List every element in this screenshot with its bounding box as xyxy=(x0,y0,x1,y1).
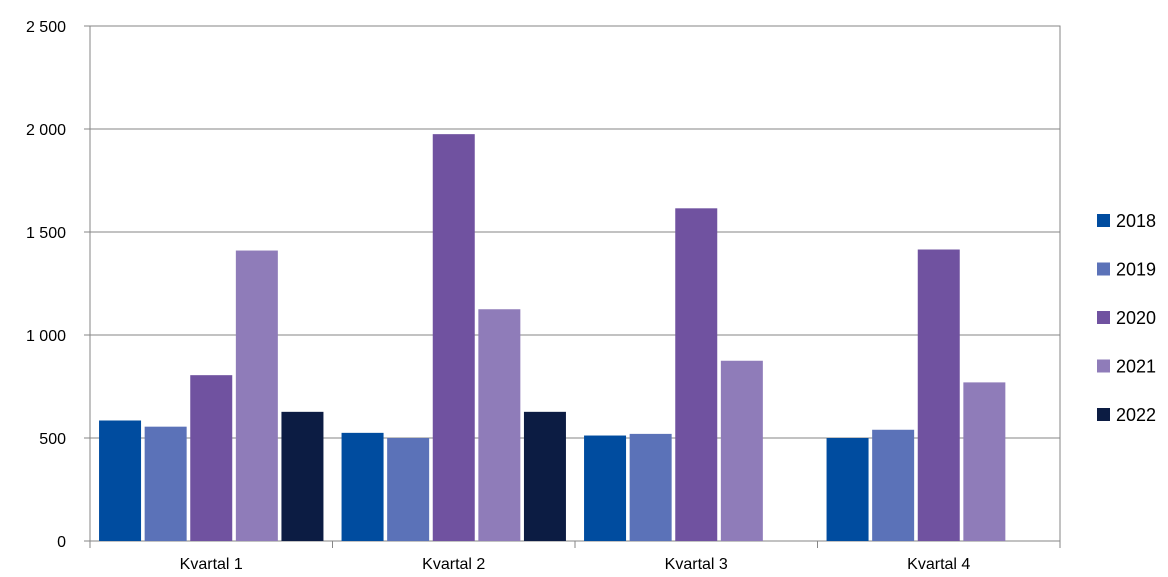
bar-2020-1 xyxy=(190,375,233,541)
bar-2020-3 xyxy=(675,208,718,541)
bar-2022-1 xyxy=(281,411,324,541)
y-tick-label: 2 500 xyxy=(26,19,66,36)
category-label: Kvartal 4 xyxy=(907,556,970,573)
bar-2021-1 xyxy=(235,250,278,542)
bar-2018-2 xyxy=(341,432,384,541)
legend: 2018 2019 2020 2021 2022 xyxy=(1097,211,1156,425)
bar-2019-3 xyxy=(629,433,672,541)
y-axis: 0 500 1 000 1 500 2 000 2 500 xyxy=(26,19,90,551)
bar-2020-2 xyxy=(432,134,475,541)
category-label: Kvartal 3 xyxy=(665,556,728,573)
legend-swatch xyxy=(1097,359,1110,373)
plot-area xyxy=(89,25,1061,542)
bar-2020-4 xyxy=(917,249,960,541)
bar-2022-2 xyxy=(523,411,566,541)
legend-entry: 2019 xyxy=(1116,260,1156,280)
bar-2021-4 xyxy=(963,382,1006,541)
bar-2018-4 xyxy=(826,438,869,541)
legend-swatch xyxy=(1097,311,1110,324)
legend-entry: 2022 xyxy=(1116,405,1156,425)
y-tick-label: 2 000 xyxy=(26,122,66,139)
grid-lines xyxy=(90,25,1060,439)
bar-2019-4 xyxy=(872,429,915,541)
bar-2021-2 xyxy=(478,309,521,541)
x-axis: Kvartal 1 Kvartal 2 Kvartal 3 Kvartal 4 xyxy=(89,541,1061,573)
y-tick-label: 1 500 xyxy=(26,225,66,242)
bar-2021-3 xyxy=(720,360,763,541)
y-tick-label: 0 xyxy=(57,534,66,551)
legend-entry: 2018 xyxy=(1116,211,1156,231)
bars xyxy=(99,134,1006,542)
bar-2018-1 xyxy=(99,420,142,541)
bar-2018-3 xyxy=(584,435,627,541)
legend-entry: 2020 xyxy=(1116,308,1156,328)
y-tick-label: 500 xyxy=(39,431,66,448)
legend-swatch xyxy=(1097,408,1110,421)
bar-2019-1 xyxy=(144,426,187,541)
legend-entry: 2021 xyxy=(1116,357,1156,377)
legend-swatch xyxy=(1097,262,1110,276)
category-label: Kvartal 2 xyxy=(422,556,485,573)
legend-swatch xyxy=(1097,214,1110,227)
bar-2019-2 xyxy=(387,438,430,541)
y-tick-label: 1 000 xyxy=(26,328,66,345)
category-label: Kvartal 1 xyxy=(180,556,243,573)
